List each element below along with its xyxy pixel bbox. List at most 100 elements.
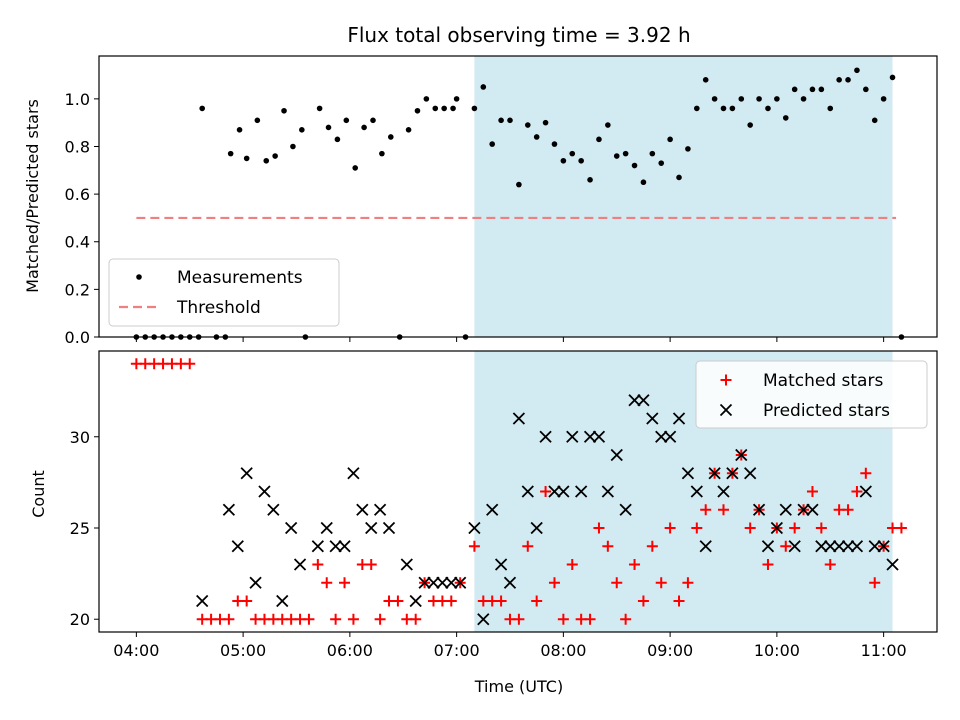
measurement-point bbox=[871, 117, 878, 124]
matched-star-point bbox=[522, 540, 534, 552]
matched-star-point bbox=[584, 613, 596, 625]
measurement-point bbox=[370, 117, 376, 124]
matched-star-point bbox=[374, 613, 386, 625]
predicted-star-point bbox=[601, 485, 614, 498]
measurement-point bbox=[622, 150, 629, 157]
measurement-point bbox=[729, 105, 736, 112]
matched-star-point bbox=[392, 595, 404, 607]
predicted-star-point bbox=[285, 521, 298, 535]
predicted-star-point bbox=[877, 540, 890, 553]
measurement-point bbox=[640, 179, 647, 186]
matched-star-point bbox=[303, 613, 315, 625]
measurement-point bbox=[782, 115, 789, 121]
measurement-point bbox=[343, 117, 350, 124]
predicted-star-point bbox=[231, 540, 244, 553]
measurement-point bbox=[414, 107, 421, 114]
x-tick-label: 07:00 bbox=[434, 641, 480, 660]
measurement-point bbox=[498, 117, 504, 124]
matched-star-point bbox=[548, 577, 560, 589]
measurement-point bbox=[227, 150, 234, 157]
predicted-star-point bbox=[548, 485, 561, 498]
top-shaded-region bbox=[474, 56, 893, 337]
predicted-star-point bbox=[744, 467, 757, 480]
measurement-point bbox=[480, 84, 487, 90]
x-tick-label: 05:00 bbox=[220, 641, 266, 660]
matched-star-point bbox=[842, 504, 854, 516]
predicted-star-point bbox=[824, 540, 837, 553]
predicted-star-point bbox=[770, 521, 784, 535]
predicted-star-point bbox=[276, 594, 289, 608]
x-tick-label: 11:00 bbox=[861, 641, 907, 660]
predicted-star-point bbox=[761, 540, 775, 553]
predicted-star-point bbox=[320, 521, 333, 535]
measurement-point bbox=[569, 150, 576, 157]
measurement-point bbox=[334, 136, 341, 143]
predicted-star-point bbox=[311, 540, 324, 553]
predicted-star-point bbox=[468, 521, 481, 535]
predicted-star-point bbox=[637, 394, 650, 407]
top-y-tick-label: 0.6 bbox=[65, 185, 90, 204]
top-axes-frame bbox=[98, 55, 938, 338]
measurement-point bbox=[667, 136, 673, 143]
predicted-star-point bbox=[575, 485, 588, 498]
predicted-star-point bbox=[779, 503, 792, 516]
predicted-star-point bbox=[356, 503, 369, 516]
x-axis-label: Time (UTC) bbox=[474, 677, 563, 696]
predicted-star-point bbox=[436, 576, 449, 589]
predicted-star-point bbox=[859, 485, 872, 498]
matched-star-point bbox=[691, 522, 703, 534]
matched-star-point bbox=[780, 540, 792, 552]
measurement-point bbox=[441, 105, 447, 112]
measurement-point bbox=[605, 122, 611, 128]
matched-star-point bbox=[673, 595, 685, 607]
predicted-star-point bbox=[365, 521, 378, 535]
predicted-star-point bbox=[329, 540, 342, 553]
top-y-tick-label: 0.0 bbox=[65, 328, 90, 347]
measurement-point bbox=[290, 143, 296, 150]
predicted-star-point bbox=[726, 467, 739, 480]
measurement-point bbox=[423, 96, 430, 102]
legend-matched-label: Matched stars bbox=[763, 371, 883, 391]
predicted-star-point bbox=[454, 576, 467, 589]
measurement-point bbox=[387, 134, 394, 140]
measurement-point bbox=[560, 157, 567, 164]
measurement-point bbox=[325, 124, 332, 131]
predicted-star-point bbox=[494, 558, 508, 571]
measurement-point bbox=[854, 67, 860, 74]
measurement-point bbox=[791, 86, 798, 93]
predicted-star-point bbox=[566, 430, 579, 443]
matched-star-point bbox=[241, 595, 253, 607]
predicted-star-point bbox=[663, 430, 677, 443]
predicted-star-point bbox=[655, 430, 668, 443]
measurement-point bbox=[432, 105, 439, 112]
measurement-point bbox=[551, 141, 558, 147]
x-tick-label: 04:00 bbox=[113, 641, 159, 660]
top-y-axis-label: Matched/Predicted stars bbox=[23, 99, 42, 293]
matched-star-point bbox=[566, 558, 578, 570]
matched-star-point bbox=[557, 613, 569, 625]
predicted-star-point bbox=[833, 540, 846, 553]
measurement-point bbox=[765, 105, 771, 112]
predicted-star-point bbox=[222, 503, 236, 516]
matched-star-point bbox=[184, 358, 196, 370]
top-y-tick-label: 0.8 bbox=[65, 137, 90, 156]
predicted-star-point bbox=[610, 448, 623, 462]
matched-star-point bbox=[664, 522, 676, 534]
bottom-panel: 20 25 30 04:00 05:00 06:00 07:00 08:00 09:00 10:0… bbox=[70, 350, 938, 660]
top-series-layer bbox=[133, 67, 905, 340]
predicted-star-point bbox=[557, 485, 570, 498]
measurement-point bbox=[379, 150, 385, 157]
matched-star-point bbox=[611, 577, 623, 589]
predicted-star-point bbox=[503, 576, 517, 589]
measurement-point bbox=[613, 153, 620, 159]
measurement-point bbox=[236, 127, 243, 133]
predicted-star-point bbox=[530, 521, 543, 535]
predicted-star-point bbox=[293, 558, 307, 571]
measurement-point bbox=[631, 162, 638, 169]
measurement-point bbox=[361, 124, 367, 131]
matched-star-point bbox=[637, 595, 649, 607]
legend-threshold-label: Threshold bbox=[176, 298, 261, 318]
measurement-point bbox=[880, 96, 887, 102]
measurement-point bbox=[685, 146, 691, 152]
measurement-point bbox=[243, 155, 250, 162]
